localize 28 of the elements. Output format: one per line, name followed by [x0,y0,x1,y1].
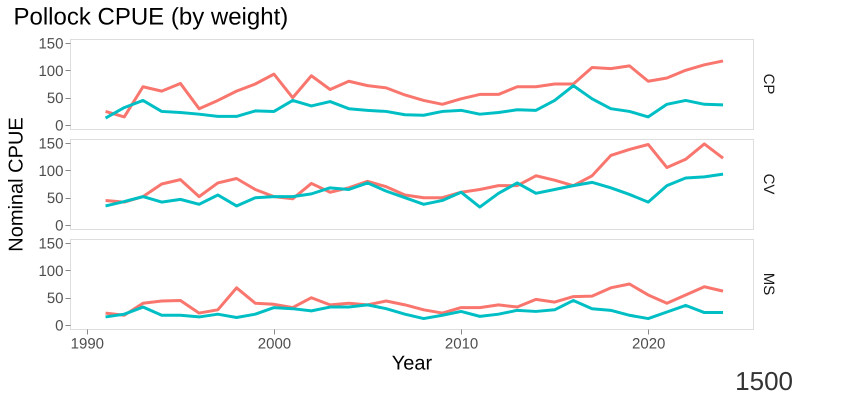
y-tick-label: 0 [55,318,64,335]
x-tick-label: 2000 [258,336,292,352]
y-tick-label: 50 [46,190,64,208]
x-tick-label: 2020 [632,336,666,352]
text: CP [760,74,777,94]
chart-title: Pollock CPUE (by weight) [13,3,288,30]
y-tick-label: 150 [38,235,64,252]
y-axis-title: Nominal CPUE [5,117,28,252]
y-tick-label: 100 [38,62,64,80]
text: CV [760,174,777,194]
y-tick-label: 0 [55,218,64,235]
y-tick-label: 100 [38,162,64,180]
text: 1500 [735,366,793,396]
y-tick-label: 150 [38,135,64,152]
line-series [104,282,725,317]
text: MS [760,272,777,296]
line-series [104,59,725,118]
line-series [104,172,725,209]
line-series [104,84,725,120]
line-series [104,298,725,320]
y-tick-label: 100 [38,262,64,280]
y-tick-label: 50 [46,90,64,108]
x-axis-title: Year [392,352,433,374]
y-tick-label: 0 [55,118,64,135]
y-tick-label: 150 [38,35,64,52]
y-tick-label: 50 [46,290,64,308]
x-tick-label: 2010 [444,336,478,352]
x-tick-label: 1990 [70,336,104,352]
